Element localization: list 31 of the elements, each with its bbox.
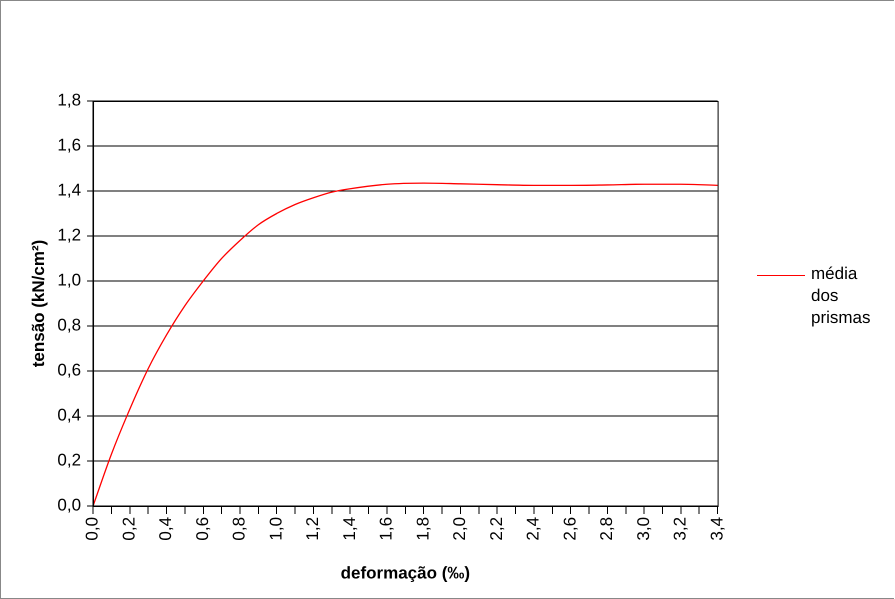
x-tick-label: 2,8 (597, 516, 616, 541)
x-tick-label: 0,8 (230, 516, 249, 541)
x-tick-label: 0,2 (119, 516, 138, 541)
y-tick-label: 1,2 (57, 226, 82, 245)
x-tick-label: 3,0 (634, 516, 653, 541)
x-axis-title: deformação (‰) (340, 563, 470, 582)
x-tick-label: 1,4 (340, 516, 359, 541)
x-tick-label: 1,0 (266, 516, 286, 541)
x-tick-label: 0,6 (192, 516, 212, 541)
y-tick-label: 1,0 (57, 270, 82, 290)
y-tick-label: 0,6 (57, 360, 82, 380)
x-tick-label: 2,0 (450, 516, 470, 541)
x-tick-label: 3,4 (707, 516, 726, 541)
x-tick-label: 2,6 (560, 516, 580, 541)
y-tick-label: 0,4 (57, 406, 82, 425)
y-tick-label: 1,6 (57, 136, 82, 155)
legend-label: média dos prismas (811, 263, 872, 329)
x-tick-label: 2,2 (486, 516, 506, 541)
y-tick-label: 1,8 (57, 90, 82, 110)
y-tick-label: 1,4 (57, 180, 82, 200)
x-tick-label: 2,4 (524, 516, 543, 541)
y-tick-label: 0,0 (57, 496, 82, 515)
x-tick-label: 1,6 (376, 516, 396, 541)
y-axis-title: tensão (kN/cm²) (28, 240, 48, 368)
x-tick-label: 0,4 (156, 516, 176, 541)
y-tick-label: 0,8 (57, 316, 82, 335)
x-tick-label: 3,2 (670, 516, 690, 541)
x-tick-label: 0,0 (82, 516, 102, 541)
x-tick-label: 1,2 (303, 516, 322, 541)
y-tick-label: 0,2 (57, 450, 82, 470)
x-tick-label: 1,8 (413, 516, 432, 541)
